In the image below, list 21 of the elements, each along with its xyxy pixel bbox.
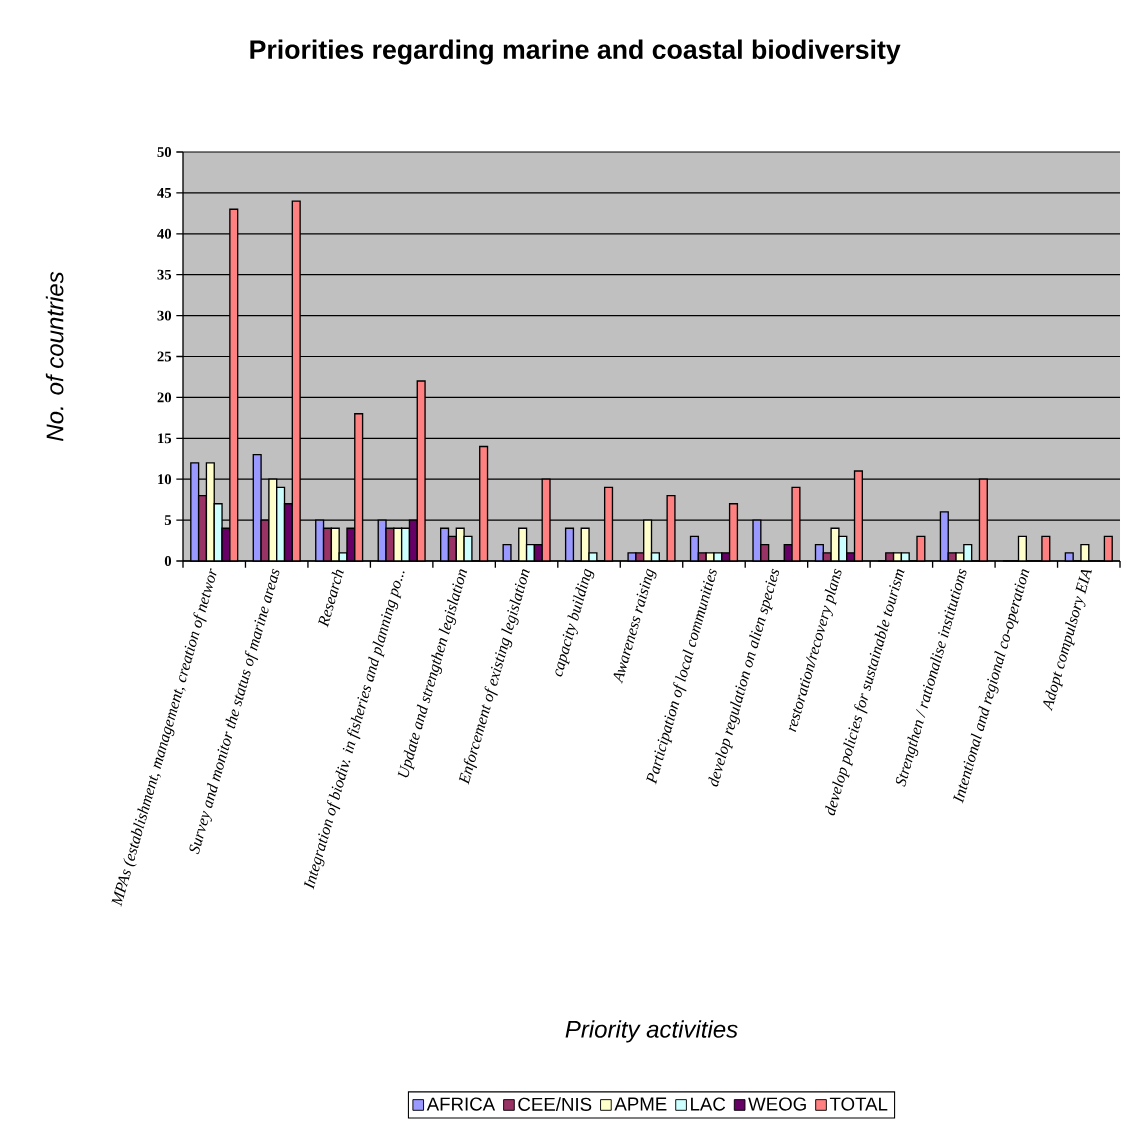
y-tick-label: 50 <box>157 147 172 157</box>
y-tick-label: 15 <box>158 433 172 444</box>
legend-label: APME <box>614 1097 667 1111</box>
x-tick-label: Research <box>318 569 344 628</box>
legend-label: CEE/NIS <box>518 1097 592 1111</box>
y-tick-label: 40 <box>157 228 172 239</box>
x-axis-title: Priority activities <box>565 1020 738 1043</box>
legend-label: TOTAL <box>829 1097 888 1111</box>
y-tick-label: 20 <box>157 392 172 403</box>
legend-label: WEOG <box>748 1097 806 1111</box>
legend-label: LAC <box>691 1097 726 1111</box>
y-tick-label: 5 <box>164 515 172 525</box>
y-tick-label: 10 <box>158 474 172 485</box>
y-tick-label: 0 <box>164 556 172 566</box>
y-tick-label: 30 <box>157 310 172 321</box>
y-tick-label: 45 <box>157 188 172 198</box>
y-tick-label: 35 <box>157 269 172 280</box>
y-axis-title: No. of countries <box>45 271 64 441</box>
legend-label: AFRICA <box>426 1097 496 1111</box>
chart-title: Priorities regarding marine and coastal biodiversity <box>250 39 901 65</box>
y-tick-label: 25 <box>157 351 172 362</box>
